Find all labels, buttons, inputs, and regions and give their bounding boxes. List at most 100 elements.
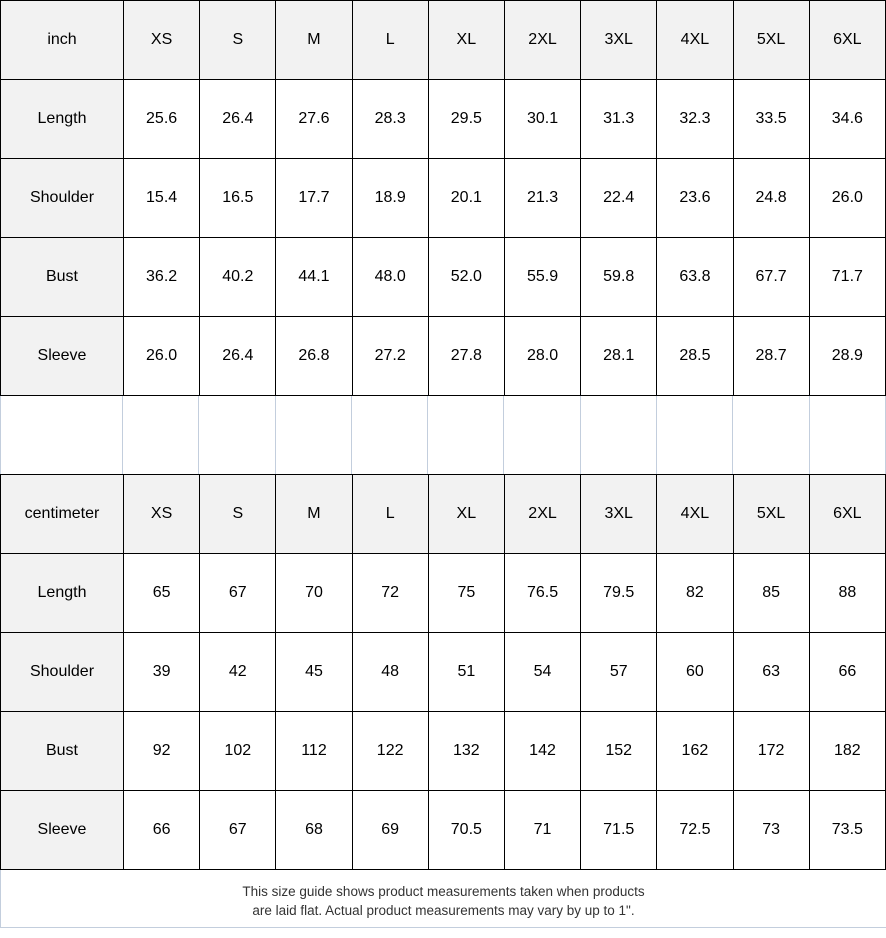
measurement-value: 76.5	[503, 553, 582, 633]
measurement-value: 48.0	[351, 237, 429, 317]
measurement-value: 172	[732, 711, 810, 791]
measurement-value: 42	[199, 632, 277, 712]
measurement-value: 36.2	[122, 237, 201, 317]
measurement-value: 182	[808, 711, 886, 791]
measurement-value: 63.8	[656, 237, 734, 317]
measurement-value: 67	[199, 790, 277, 870]
measurement-value: 27.2	[351, 316, 429, 396]
measurement-value: 60	[656, 632, 734, 712]
size-header: S	[199, 474, 277, 554]
measurement-value: 21.3	[503, 158, 582, 238]
measurement-value: 25.6	[122, 79, 201, 159]
measurement-value: 102	[199, 711, 277, 791]
measurement-value: 28.1	[580, 316, 658, 396]
measurement-value: 31.3	[580, 79, 658, 159]
measurement-value: 59.8	[580, 237, 658, 317]
measurement-row: Bust 36.2 40.2 44.1 48.0 52.0 55.9 59.8 63.8 67.7…	[0, 237, 886, 317]
size-table-centimeter: centimeter XS S M L XL 2XL 3XL 4XL 5XL 6XL Length 65…	[0, 474, 886, 870]
measurement-value: 69	[351, 790, 429, 870]
size-table-header-row: centimeter XS S M L XL 2XL 3XL 4XL 5XL 6XL	[0, 474, 886, 554]
measurement-value: 92	[122, 711, 201, 791]
size-header: M	[275, 474, 353, 554]
size-header: 3XL	[580, 0, 658, 80]
size-header: L	[351, 0, 429, 80]
footer-note-line1: This size guide shows product measuremen…	[242, 884, 645, 899]
measurement-value: 16.5	[199, 158, 277, 238]
measurement-value: 48	[351, 632, 429, 712]
measurement-value: 57	[580, 632, 658, 712]
measurement-label: Bust	[0, 237, 124, 317]
size-header: 6XL	[808, 474, 886, 554]
measurement-label: Shoulder	[0, 632, 124, 712]
gridline-cell	[352, 396, 429, 474]
measurement-value: 22.4	[580, 158, 658, 238]
gridline-cell	[504, 396, 581, 474]
measurement-value: 71.5	[580, 790, 658, 870]
gridline-cell	[657, 396, 734, 474]
measurement-value: 30.1	[503, 79, 582, 159]
measurement-value: 26.4	[199, 316, 277, 396]
measurement-label: Sleeve	[0, 316, 124, 396]
measurement-value: 73.5	[808, 790, 886, 870]
measurement-row: Length 65 67 70 72 75 76.5 79.5 82 85 88	[0, 553, 886, 633]
measurement-value: 28.9	[808, 316, 886, 396]
measurement-row: Shoulder 15.4 16.5 17.7 18.9 20.1 21.3 22.4 23.6…	[0, 158, 886, 238]
measurement-value: 32.3	[656, 79, 734, 159]
measurement-value: 72	[351, 553, 429, 633]
measurement-value: 82	[656, 553, 734, 633]
gridline-cell	[276, 396, 352, 474]
gridline-cell	[0, 396, 123, 474]
measurement-row: Sleeve 66 67 68 69 70.5 71 71.5 72.5 73 73.5	[0, 790, 886, 870]
measurement-value: 26.4	[199, 79, 277, 159]
unit-label: inch	[0, 0, 124, 80]
measurement-value: 39	[122, 632, 201, 712]
size-header: 4XL	[656, 0, 734, 80]
measurement-value: 33.5	[732, 79, 810, 159]
size-header: 3XL	[580, 474, 658, 554]
size-header: XS	[122, 474, 201, 554]
size-header: 4XL	[656, 474, 734, 554]
size-table-inch: inch XS S M L XL 2XL 3XL 4XL 5XL 6XL Length 25.6 26.4…	[0, 0, 886, 396]
measurement-value: 71	[503, 790, 582, 870]
gridline-cell	[810, 396, 886, 474]
measurement-value: 26.0	[122, 316, 201, 396]
size-header: M	[275, 0, 353, 80]
size-header: L	[351, 474, 429, 554]
measurement-value: 65	[122, 553, 201, 633]
measurement-value: 40.2	[199, 237, 277, 317]
measurement-value: 23.6	[656, 158, 734, 238]
measurement-value: 52.0	[427, 237, 505, 317]
size-header: S	[199, 0, 277, 80]
measurement-row: Length 25.6 26.4 27.6 28.3 29.5 30.1 31.3 32.3 33…	[0, 79, 886, 159]
measurement-label: Sleeve	[0, 790, 124, 870]
size-header: 6XL	[808, 0, 886, 80]
size-header: XL	[427, 474, 505, 554]
measurement-value: 28.3	[351, 79, 429, 159]
measurement-value: 73	[732, 790, 810, 870]
footer-note: This size guide shows product measuremen…	[0, 870, 886, 928]
size-table-header-row: inch XS S M L XL 2XL 3XL 4XL 5XL 6XL	[0, 0, 886, 80]
measurement-value: 28.7	[732, 316, 810, 396]
measurement-value: 28.5	[656, 316, 734, 396]
measurement-row: Bust 92 102 112 122 132 142 152 162 172 182	[0, 711, 886, 791]
gridline-cell	[123, 396, 200, 474]
measurement-label: Shoulder	[0, 158, 124, 238]
measurement-value: 112	[275, 711, 353, 791]
gridline-cell	[428, 396, 505, 474]
measurement-value: 20.1	[427, 158, 505, 238]
footer-note-line2: are laid flat. Actual product measuremen…	[252, 903, 635, 918]
measurement-value: 27.6	[275, 79, 353, 159]
measurement-value: 79.5	[580, 553, 658, 633]
measurement-value: 142	[503, 711, 582, 791]
measurement-value: 15.4	[122, 158, 201, 238]
measurement-value: 152	[580, 711, 658, 791]
gridline-cell	[581, 396, 658, 474]
measurement-label: Length	[0, 553, 124, 633]
unit-label: centimeter	[0, 474, 124, 554]
measurement-value: 70	[275, 553, 353, 633]
gridline-cell	[733, 396, 810, 474]
measurement-value: 66	[122, 790, 201, 870]
size-header: 5XL	[732, 474, 810, 554]
size-header: 5XL	[732, 0, 810, 80]
